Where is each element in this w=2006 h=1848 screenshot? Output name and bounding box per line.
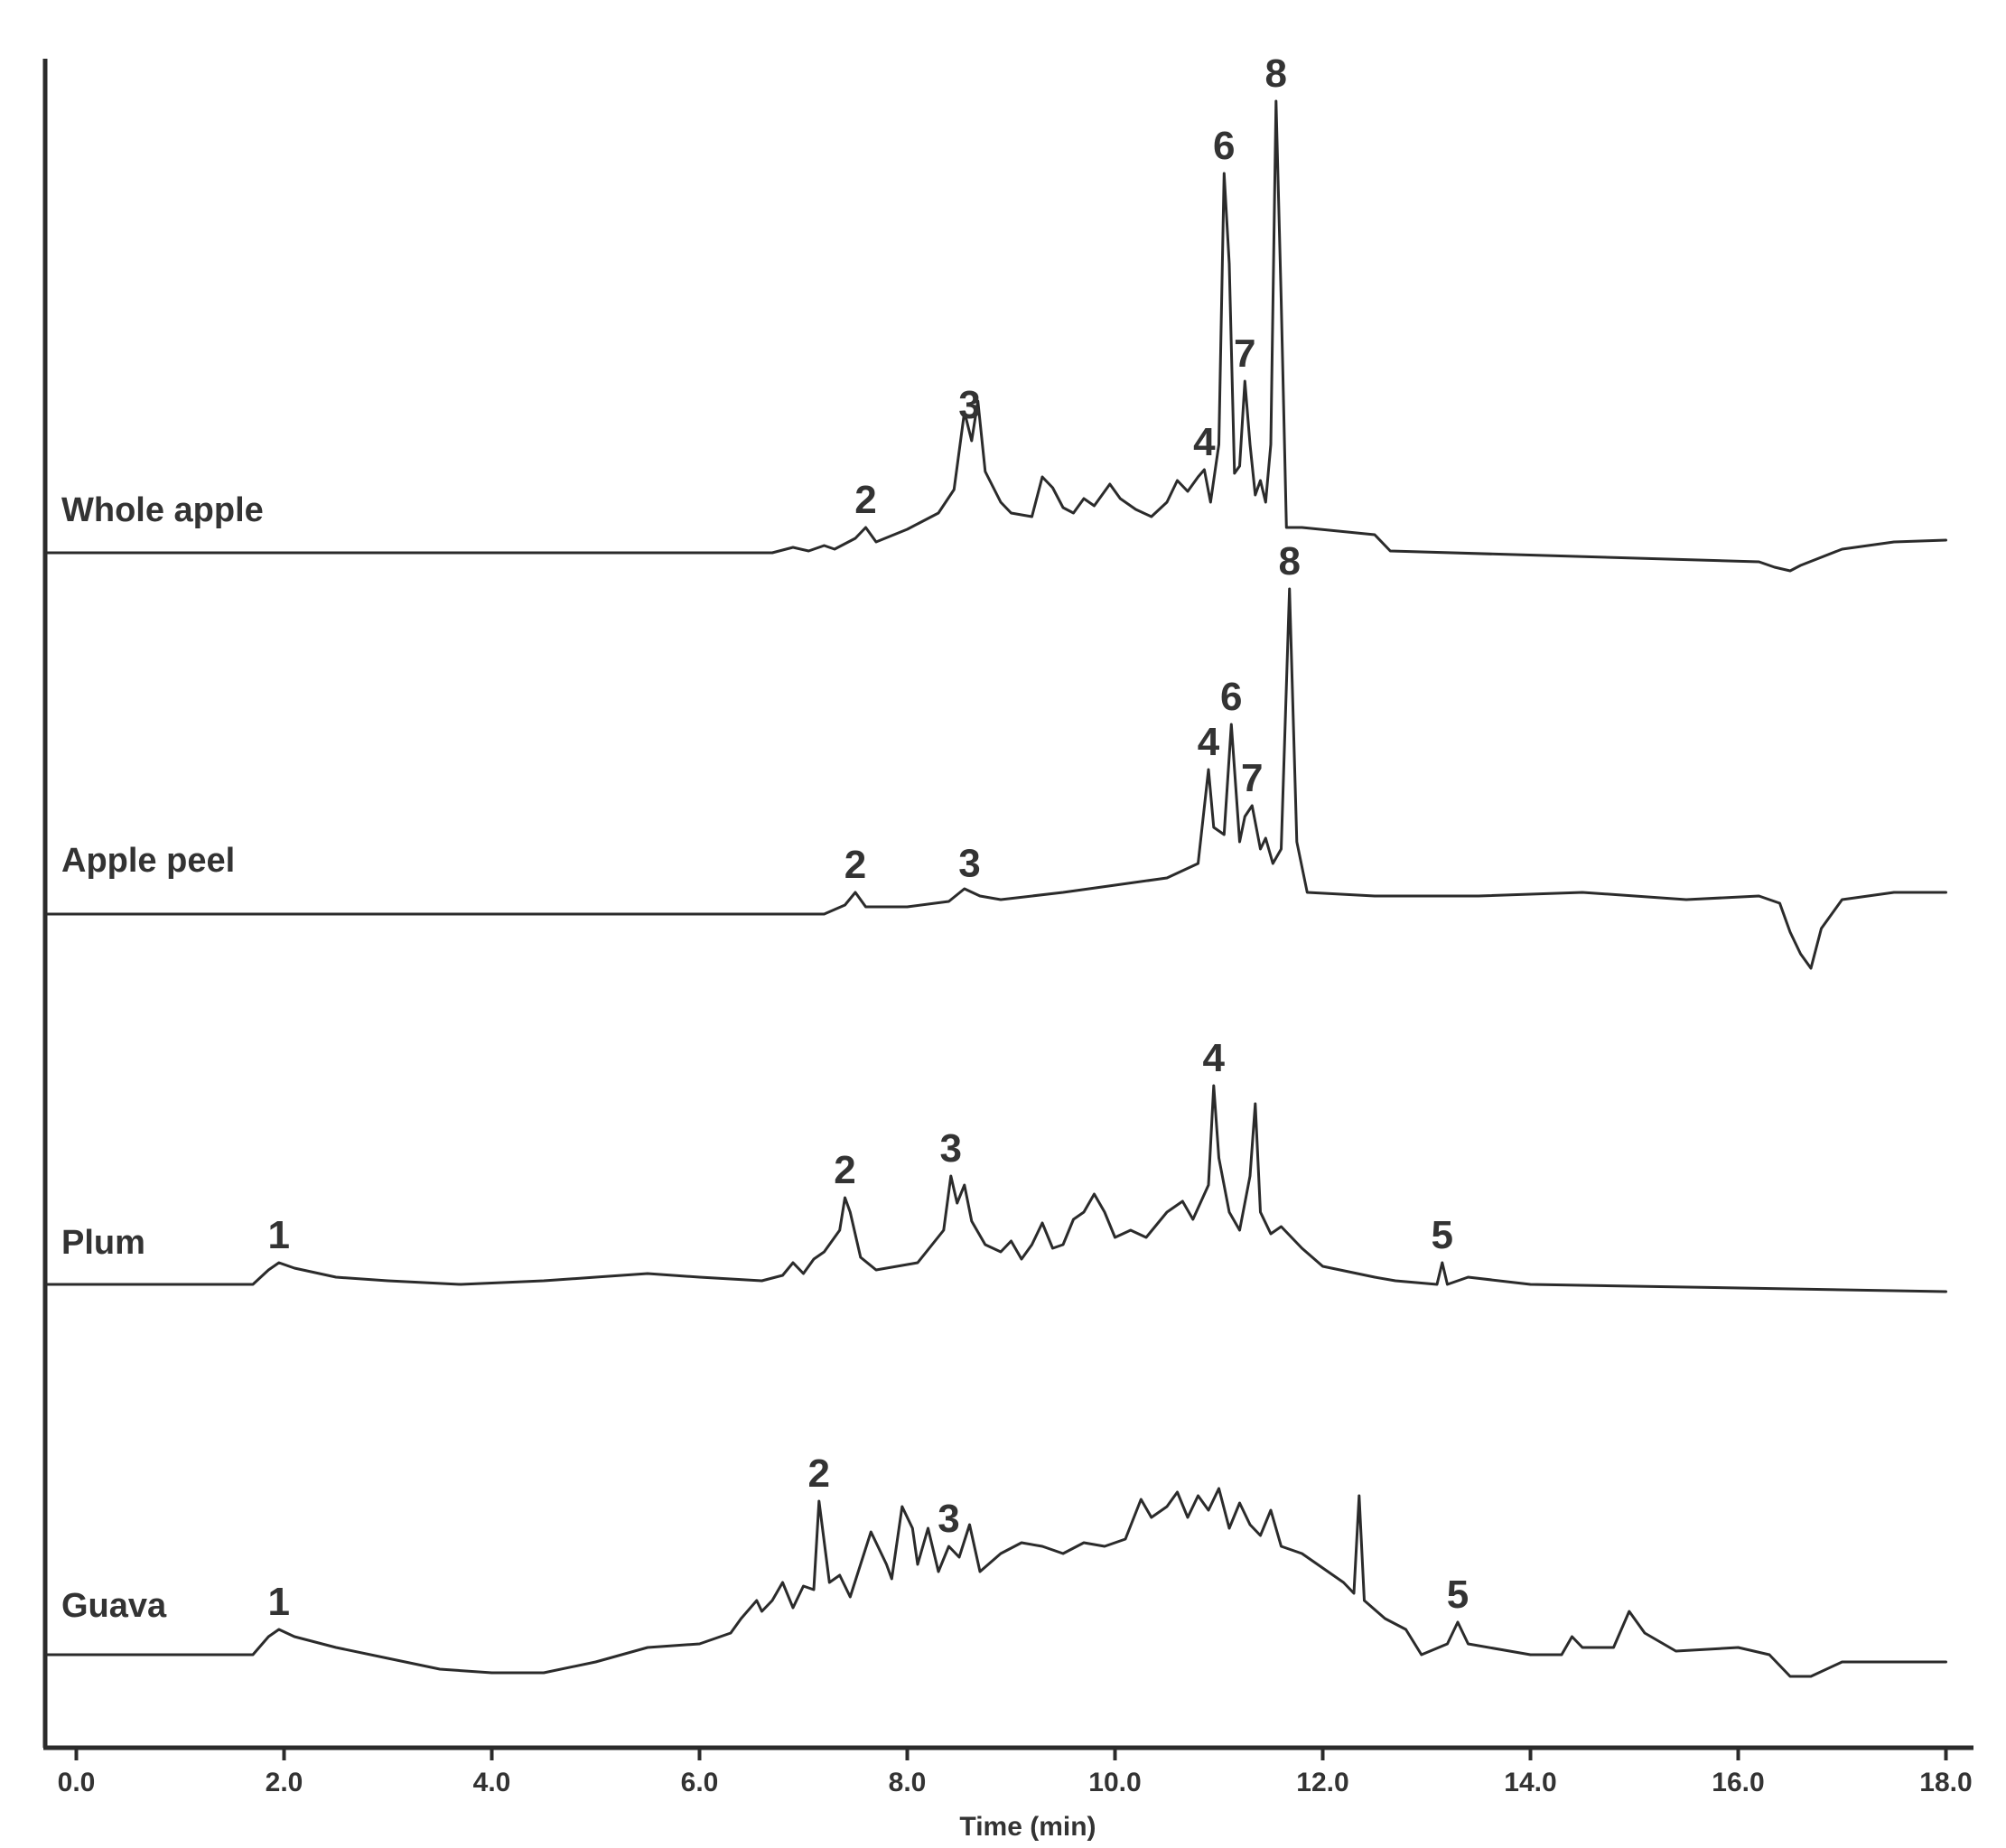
x-tick-label-7: 14.0 [1504, 1768, 1556, 1797]
peak-label-plum-5: 5 [1432, 1213, 1453, 1257]
series-label-apple-peel: Apple peel [61, 842, 235, 880]
peak-label-whole-apple-6: 6 [1213, 124, 1235, 168]
peak-label-apple-peel-8: 8 [1278, 539, 1300, 583]
peak-label-guava-5: 5 [1447, 1573, 1469, 1617]
trace-whole-apple [43, 99, 1947, 573]
peak-label-apple-peel-6: 6 [1220, 675, 1242, 719]
peak-label-apple-peel-3: 3 [958, 842, 980, 886]
x-tick-label-3: 6.0 [681, 1768, 719, 1797]
peak-label-whole-apple-8: 8 [1265, 51, 1287, 96]
peak-label-guava-3: 3 [938, 1497, 959, 1541]
peak-label-whole-apple-4: 4 [1193, 420, 1216, 464]
peak-label-whole-apple-7: 7 [1234, 331, 1255, 376]
trace-apple-peel [43, 587, 1947, 970]
x-tick-label-0: 0.0 [58, 1768, 96, 1797]
x-tick-label-4: 8.0 [889, 1768, 927, 1797]
peak-label-plum-1: 1 [268, 1213, 290, 1257]
series-label-whole-apple: Whole apple [61, 491, 264, 529]
x-tick-label-8: 16.0 [1712, 1768, 1764, 1797]
peak-label-guava-1: 1 [268, 1580, 290, 1624]
peak-label-apple-peel-7: 7 [1241, 756, 1263, 800]
x-tick-label-5: 10.0 [1088, 1768, 1141, 1797]
peak-label-plum-3: 3 [940, 1126, 962, 1171]
peak-label-apple-peel-2: 2 [844, 843, 866, 887]
peak-label-whole-apple-3: 3 [958, 383, 980, 427]
x-axis-title: Time (min) [959, 1812, 1096, 1842]
x-axis-ticks: 0.0 2.0 4.0 6.0 8.0 10.0 12.0 14.0 16.0 18.0 [58, 1748, 1973, 1797]
peak-label-plum-2: 2 [834, 1148, 855, 1192]
x-tick-label-6: 12.0 [1296, 1768, 1348, 1797]
series-label-guava: Guava [61, 1587, 167, 1625]
chromatogram-traces [43, 99, 1947, 1678]
peak-label-apple-peel-4: 4 [1198, 720, 1220, 764]
peak-label-plum-4: 4 [1203, 1036, 1226, 1080]
x-tick-label-2: 4.0 [473, 1768, 511, 1797]
trace-plum [43, 1084, 1947, 1293]
trace-guava [43, 1487, 1947, 1678]
x-tick-label-9: 18.0 [1919, 1768, 1972, 1797]
x-tick-label-1: 2.0 [266, 1768, 303, 1797]
peak-label-guava-2: 2 [808, 1451, 830, 1496]
series-labels: Whole apple Apple peel Plum Guava [61, 491, 264, 1625]
peak-label-whole-apple-2: 2 [854, 478, 876, 522]
series-label-plum: Plum [61, 1224, 145, 1262]
